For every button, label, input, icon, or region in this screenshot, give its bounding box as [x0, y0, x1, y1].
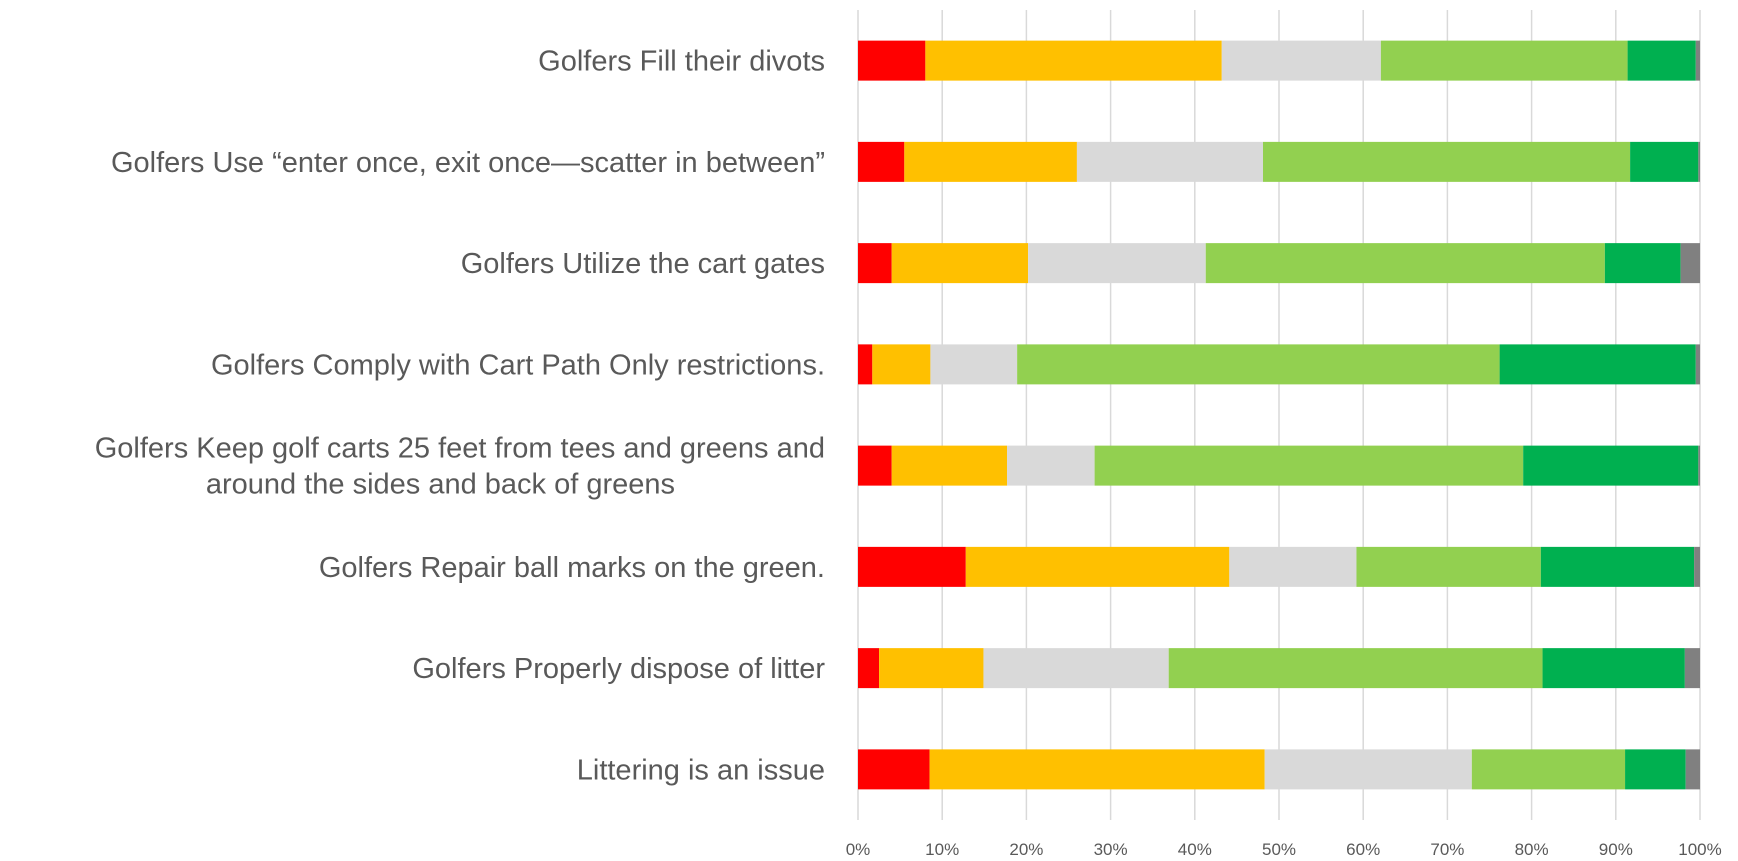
bar-segment [1028, 243, 1206, 284]
bar-segment [1540, 546, 1695, 587]
bar-segment [1630, 141, 1699, 182]
bar-segment [1264, 749, 1472, 790]
bar-segment [1685, 749, 1700, 790]
bar-segment [1604, 243, 1681, 284]
bar-segment [925, 40, 1222, 81]
x-tick-label: 60% [1346, 840, 1380, 859]
bar-segment [1263, 141, 1631, 182]
category-label-line: around the sides and back of greens [206, 469, 675, 501]
bar-segment [1627, 40, 1696, 81]
bar-segment [1684, 648, 1700, 689]
bar-segment [858, 40, 926, 81]
bar-segment [1380, 40, 1628, 81]
x-tick-label: 40% [1178, 840, 1212, 859]
bar-segment [858, 445, 892, 486]
category-label: Golfers Keep golf carts 25 feet from tee… [95, 433, 825, 501]
bar-segment [1168, 648, 1543, 689]
category-label-line: Golfers Fill their divots [538, 46, 825, 78]
bar-segment [930, 344, 1018, 385]
bar-segment [965, 546, 1230, 587]
category-label-line: Golfers Utilize the cart gates [461, 248, 825, 280]
bar-segment [1499, 344, 1696, 385]
category-label-line: Golfers Use “enter once, exit once—scatt… [111, 147, 825, 179]
bar-segment [858, 243, 892, 284]
x-tick-label: 90% [1599, 840, 1633, 859]
category-label-line: Golfers Repair ball marks on the green. [319, 552, 825, 584]
category-label-line: Littering is an issue [577, 754, 825, 786]
bar-segment [858, 344, 873, 385]
bar-segment [1017, 344, 1500, 385]
category-labels: Golfers Fill their divots Golfers Use “en… [95, 46, 826, 787]
bar-segment [1007, 445, 1095, 486]
bar-segment [858, 648, 880, 689]
x-tick-label: 80% [1515, 840, 1549, 859]
bar-segment [1356, 546, 1541, 587]
category-label: Golfers Properly dispose of litter [412, 653, 825, 685]
bar-segment [1221, 40, 1381, 81]
category-label-line: Golfers Comply with Cart Path Only restr… [211, 349, 825, 381]
x-tick-label: 70% [1430, 840, 1464, 859]
category-label-line: Golfers Keep golf carts 25 feet from tee… [95, 433, 825, 465]
bar-segment [1695, 40, 1700, 81]
bar-segment [1205, 243, 1605, 284]
bar-segment [1698, 141, 1700, 182]
x-tick-label: 50% [1262, 840, 1296, 859]
bar-segment [929, 749, 1265, 790]
bar-segment [1698, 445, 1700, 486]
x-tick-label: 10% [925, 840, 959, 859]
bar-segment [1076, 141, 1264, 182]
bar-segment [1229, 546, 1357, 587]
x-tick-label: 100% [1678, 840, 1721, 859]
bar-segment [1094, 445, 1524, 486]
bar-segment [891, 243, 1029, 284]
category-label: Golfers Repair ball marks on the green. [319, 552, 825, 584]
bar-segment [858, 749, 930, 790]
category-label-line: Golfers Properly dispose of litter [412, 653, 825, 685]
bar-segment [891, 445, 1008, 486]
category-label: Littering is an issue [577, 754, 825, 786]
category-label: Golfers Utilize the cart gates [461, 248, 825, 280]
bar-segment [872, 344, 931, 385]
bar-segment [1625, 749, 1686, 790]
bar-segment [1542, 648, 1685, 689]
gridlines [857, 10, 1701, 820]
category-label: Golfers Fill their divots [538, 46, 825, 78]
bars [858, 40, 1700, 790]
bar-segment [983, 648, 1169, 689]
bar-segment [1523, 445, 1699, 486]
x-tick-label: 0% [846, 840, 871, 859]
x-tick-label: 30% [1094, 840, 1128, 859]
bar-segment [879, 648, 984, 689]
bar-segment [858, 546, 966, 587]
category-label: Golfers Comply with Cart Path Only restr… [211, 349, 825, 381]
bar-segment [1471, 749, 1626, 790]
x-tick-label: 20% [1009, 840, 1043, 859]
bar-segment [1680, 243, 1700, 284]
bar-segment [858, 141, 905, 182]
x-axis-ticks: 0% 10% 20% 30% 40% 50% 60% 70% 80% 90% 100% [846, 840, 1722, 859]
bar-segment [1694, 546, 1700, 587]
category-label: Golfers Use “enter once, exit once—scatt… [111, 147, 825, 179]
bar-segment [904, 141, 1077, 182]
bar-segment [1695, 344, 1700, 385]
